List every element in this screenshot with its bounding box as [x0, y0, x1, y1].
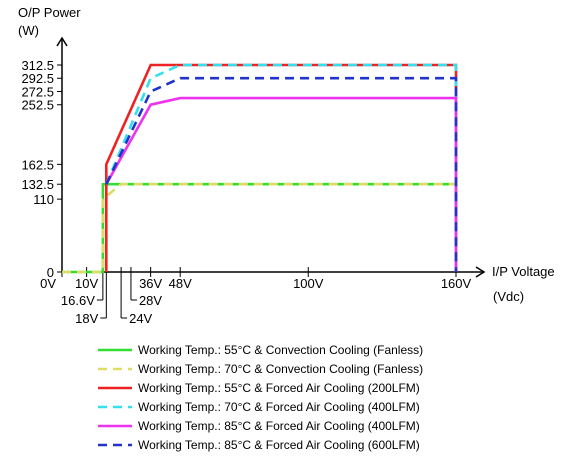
series-line-2 [62, 182, 458, 274]
y-tick-label: 110 [33, 192, 54, 207]
y-tick-label: 312.5 [21, 58, 54, 73]
y-axis-arrow [56, 36, 68, 47]
x-callout-label: 28V [139, 293, 162, 308]
y-axis-title-line-2: (W) [18, 23, 39, 38]
legend-label-5: Working Temp.: 85°C & Forced Air Cooling… [138, 419, 420, 433]
series-line-4 [105, 63, 458, 272]
x-tick-label: 36V [139, 276, 162, 291]
x-axis-title-line-1: I/P Voltage [492, 264, 555, 279]
y-axis-title-line-1: O/P Power [18, 5, 81, 20]
y-tick-label: 162.5 [21, 157, 54, 172]
x-callout-label: 18V [75, 311, 98, 326]
x-axis-callouts: 16.6V 18V 28V 24V [61, 267, 162, 326]
legend-label-1: Working Temp.: 55°C & Convection Cooling… [138, 343, 423, 357]
legend: Working Temp.: 55°C & Convection Cooling… [98, 343, 423, 452]
y-axis-title: O/P Power (W) [18, 5, 81, 38]
y-tick-label: 132.5 [21, 177, 54, 192]
x-callout-label: 16.6V [61, 293, 95, 308]
x-axis-arrow [475, 266, 486, 278]
x-axis-title: I/P Voltage (Vdc) [492, 264, 555, 304]
x-axis-ticks: 0V 10V 36V 48V 100V 160V [40, 267, 472, 291]
x-callout-label: 24V [129, 311, 152, 326]
y-tick-label: 252.5 [21, 98, 54, 113]
y-tick-label: 272.5 [21, 84, 54, 99]
x-tick-label: 48V [169, 276, 192, 291]
x-tick-label: 10V [75, 276, 98, 291]
series-line-1 [62, 182, 458, 274]
legend-label-3: Working Temp.: 55°C & Forced Air Cooling… [138, 381, 420, 395]
legend-label-2: Working Temp.: 70°C & Convection Cooling… [138, 362, 423, 376]
x-axis-title-line-2: (Vdc) [493, 289, 524, 304]
axes [56, 36, 486, 278]
x-tick-label: 160V [441, 276, 472, 291]
legend-label-4: Working Temp.: 70°C & Forced Air Cooling… [138, 400, 420, 414]
legend-label-6: Working Temp.: 85°C & Forced Air Cooling… [138, 438, 420, 452]
y-tick-label: 0 [47, 265, 54, 280]
y-tick-label: 292.5 [21, 71, 54, 86]
x-tick-label: 100V [293, 276, 324, 291]
series-lines [62, 63, 458, 274]
series-line-3 [105, 63, 458, 272]
series-line-6 [105, 76, 458, 272]
x-tick-label: 0V [40, 276, 56, 291]
